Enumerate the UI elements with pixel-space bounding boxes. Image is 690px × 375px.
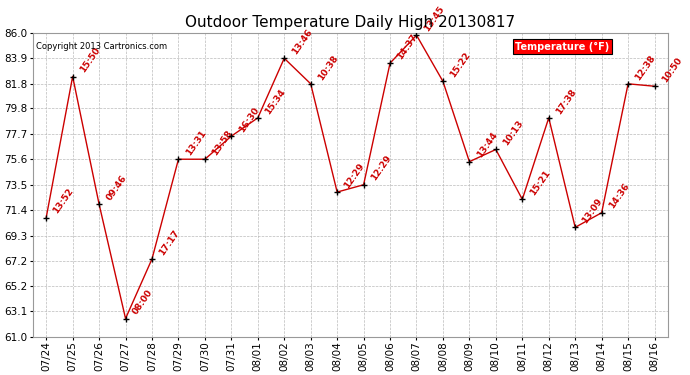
Text: 13:31: 13:31 <box>184 129 208 157</box>
Text: 13:44: 13:44 <box>475 130 499 159</box>
Text: 15:34: 15:34 <box>264 87 287 116</box>
Text: 10:13: 10:13 <box>502 119 525 147</box>
Text: 15:50: 15:50 <box>78 46 102 74</box>
Text: 14:37: 14:37 <box>395 32 420 61</box>
Text: 10:50: 10:50 <box>660 56 684 84</box>
Text: 14:36: 14:36 <box>607 182 631 211</box>
Text: 15:22: 15:22 <box>448 51 472 79</box>
Text: 08:00: 08:00 <box>131 288 155 316</box>
Text: 17:38: 17:38 <box>554 87 578 116</box>
Text: 13:58: 13:58 <box>210 129 234 157</box>
Text: 12:29: 12:29 <box>343 161 366 190</box>
Title: Outdoor Temperature Daily High 20130817: Outdoor Temperature Daily High 20130817 <box>186 15 515 30</box>
Text: Temperature (°F): Temperature (°F) <box>515 42 610 52</box>
Text: 10:38: 10:38 <box>316 53 340 82</box>
Text: 12:29: 12:29 <box>369 154 393 183</box>
Text: 09:46: 09:46 <box>105 173 128 202</box>
Text: 13:46: 13:46 <box>290 27 314 56</box>
Text: 15:21: 15:21 <box>528 169 551 197</box>
Text: Copyright 2013 Cartronics.com: Copyright 2013 Cartronics.com <box>36 42 167 51</box>
Text: 13:09: 13:09 <box>581 196 604 225</box>
Text: 17:17: 17:17 <box>157 228 181 257</box>
Text: 12:38: 12:38 <box>633 53 658 82</box>
Text: 16:30: 16:30 <box>237 105 261 134</box>
Text: 13:52: 13:52 <box>52 187 75 215</box>
Text: 13:45: 13:45 <box>422 4 446 33</box>
